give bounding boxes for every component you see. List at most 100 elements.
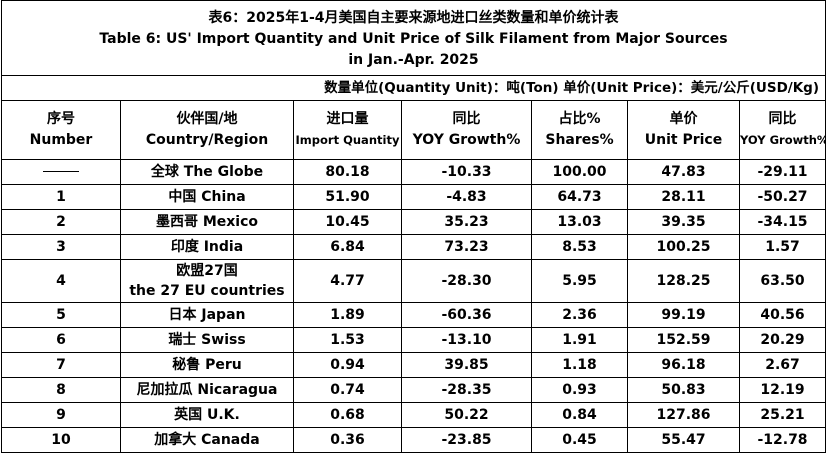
- cell-yoy-price: 25.21: [738, 402, 826, 428]
- cell-yoy-quantity: 35.23: [401, 209, 532, 235]
- cell-country: 加拿大 Canada: [120, 427, 294, 453]
- cell-shares: 64.73: [531, 184, 628, 210]
- cell-yoy-price: 2.67: [738, 352, 826, 378]
- cell-number: [1, 159, 121, 185]
- table-row: 10 加拿大 Canada 0.36 -23.85 0.45 55.47 -12.78: [1, 427, 826, 453]
- cell-number: 1: [1, 184, 121, 210]
- cell-country: 印度 India: [120, 234, 294, 260]
- dash-mark: [43, 171, 79, 172]
- cell-quantity: 4.77: [293, 259, 402, 303]
- cell-yoy-price: 40.56: [738, 302, 826, 328]
- table-row: 2 墨西哥 Mexico 10.45 35.23 13.03 39.35 -34.15: [1, 209, 826, 235]
- cell-shares: 0.84: [531, 402, 628, 428]
- table-row: 5 日本 Japan 1.89 -60.36 2.36 99.19 40.56: [1, 302, 826, 328]
- cell-number: 7: [1, 352, 121, 378]
- cell-yoy-price: -34.15: [738, 209, 826, 235]
- cell-quantity: 10.45: [293, 209, 402, 235]
- cell-shares: 13.03: [531, 209, 628, 235]
- cell-number: 10: [1, 427, 121, 453]
- cell-number: 3: [1, 234, 121, 260]
- cell-unit-price: 28.11: [627, 184, 740, 210]
- cell-shares: 8.53: [531, 234, 628, 260]
- header-quantity: 进口量 Import Quantity: [293, 100, 402, 160]
- cell-yoy-price: 20.29: [738, 327, 826, 353]
- cell-yoy-price: 12.19: [738, 377, 826, 403]
- table-row: 全球 The Globe 80.18 -10.33 100.00 47.83 -29.11: [1, 159, 826, 185]
- country-name: 欧盟27国: [176, 263, 238, 279]
- cell-shares: 5.95: [531, 259, 628, 303]
- cell-shares: 0.45: [531, 427, 628, 453]
- cell-unit-price: 152.59: [627, 327, 740, 353]
- cell-yoy-quantity: -4.83: [401, 184, 532, 210]
- cell-shares: 1.91: [531, 327, 628, 353]
- cell-unit-price: 99.19: [627, 302, 740, 328]
- cell-yoy-quantity: -10.33: [401, 159, 532, 185]
- cell-number: 5: [1, 302, 121, 328]
- cell-shares: 2.36: [531, 302, 628, 328]
- cell-quantity: 80.18: [293, 159, 402, 185]
- cell-quantity: 51.90: [293, 184, 402, 210]
- cell-number: 8: [1, 377, 121, 403]
- cell-number: 6: [1, 327, 121, 353]
- country-name: 加拿大 Canada: [154, 431, 260, 448]
- title-cn: 表6：2025年1-4月美国自主要来源地进口丝类数量和单价统计表: [208, 9, 619, 26]
- cell-number: 9: [1, 402, 121, 428]
- cell-yoy-price: -12.78: [738, 427, 826, 453]
- cell-unit-price: 50.83: [627, 377, 740, 403]
- header-row: 序号 Number 伙伴国/地 Country/Region 进口量 Import Q…: [1, 100, 826, 160]
- country-name: 秘鲁 Peru: [172, 356, 242, 373]
- table-row: 4 欧盟27国 the 27 EU countries 4.77 -28.30 5.95 1…: [1, 259, 826, 303]
- table-row: 9 英国 U.K. 0.68 50.22 0.84 127.86 25.21: [1, 402, 826, 428]
- table-row: 3 印度 India 6.84 73.23 8.53 100.25 1.57: [1, 234, 826, 260]
- header-yoy-quantity: 同比 YOY Growth%: [401, 100, 532, 160]
- cell-yoy-quantity: -13.10: [401, 327, 532, 353]
- country-name: 全球 The Globe: [150, 163, 264, 180]
- table-row: 1 中国 China 51.90 -4.83 64.73 28.11 -50.27: [1, 184, 826, 210]
- cell-number: 2: [1, 209, 121, 235]
- title-en-line2: in Jan.-Apr. 2025: [348, 51, 479, 68]
- country-name: 英国 U.K.: [174, 406, 240, 423]
- cell-yoy-quantity: -60.36: [401, 302, 532, 328]
- cell-country: 瑞士 Swiss: [120, 327, 294, 353]
- header-number: 序号 Number: [1, 100, 121, 160]
- cell-yoy-quantity: 39.85: [401, 352, 532, 378]
- table-row: 8 尼加拉瓜 Nicaragua 0.74 -28.35 0.93 50.83 12.19: [1, 377, 826, 403]
- header-unit-price: 单价 Unit Price: [627, 100, 740, 160]
- cell-country: 墨西哥 Mexico: [120, 209, 294, 235]
- table-row: 7 秘鲁 Peru 0.94 39.85 1.18 96.18 2.67: [1, 352, 826, 378]
- cell-quantity: 1.53: [293, 327, 402, 353]
- cell-unit-price: 39.35: [627, 209, 740, 235]
- cell-shares: 1.18: [531, 352, 628, 378]
- cell-quantity: 0.36: [293, 427, 402, 453]
- cell-unit-price: 96.18: [627, 352, 740, 378]
- cell-yoy-quantity: -28.35: [401, 377, 532, 403]
- cell-shares: 100.00: [531, 159, 628, 185]
- country-name: 墨西哥 Mexico: [155, 213, 259, 230]
- table-row: 6 瑞士 Swiss 1.53 -13.10 1.91 152.59 20.29: [1, 327, 826, 353]
- cell-yoy-price: 63.50: [738, 259, 826, 303]
- cell-unit-price: 128.25: [627, 259, 740, 303]
- header-shares: 占比% Shares%: [531, 100, 628, 160]
- cell-quantity: 0.94: [293, 352, 402, 378]
- cell-country: 英国 U.K.: [120, 402, 294, 428]
- country-name-line2: the 27 EU countries: [129, 283, 285, 299]
- table-title: 表6：2025年1-4月美国自主要来源地进口丝类数量和单价统计表 Table 6…: [0, 0, 826, 76]
- cell-quantity: 1.89: [293, 302, 402, 328]
- cell-country: 秘鲁 Peru: [120, 352, 294, 378]
- cell-shares: 0.93: [531, 377, 628, 403]
- title-en-line1: Table 6: US' Import Quantity and Unit Pr…: [99, 30, 728, 47]
- cell-yoy-quantity: 50.22: [401, 402, 532, 428]
- cell-yoy-quantity: -28.30: [401, 259, 532, 303]
- country-name: 印度 India: [170, 238, 244, 255]
- cell-country: 中国 China: [120, 184, 294, 210]
- cell-unit-price: 47.83: [627, 159, 740, 185]
- unit-note: 数量单位(Quantity Unit)：吨(Ton) 单价(Unit Price…: [0, 75, 826, 101]
- header-country: 伙伴国/地 Country/Region: [120, 100, 294, 160]
- cell-quantity: 0.68: [293, 402, 402, 428]
- country-name: 瑞士 Swiss: [168, 331, 246, 348]
- cell-unit-price: 55.47: [627, 427, 740, 453]
- country-name: 中国 China: [168, 188, 246, 205]
- cell-yoy-quantity: -23.85: [401, 427, 532, 453]
